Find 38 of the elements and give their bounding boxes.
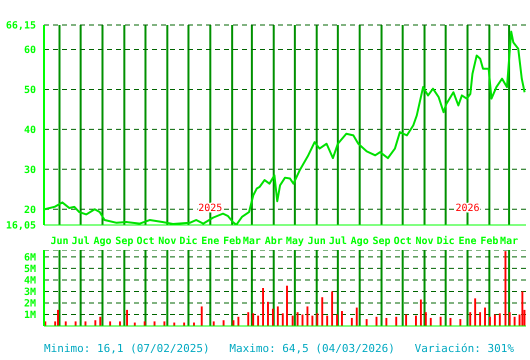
x-tick-label: Sep [372,236,391,247]
x-tick-label: Jun [308,236,326,247]
x-tick-label: Nov [415,236,434,247]
x-tick-label: Dic [436,235,455,247]
x-tick-label: May [286,236,304,247]
y-tick-label: 1M [24,310,36,322]
y-tick-label: 40 [24,124,36,136]
x-tick-label: Feb [223,236,242,247]
x-tick-label: Oct [394,236,412,247]
x-tick-label: Ene [458,236,477,247]
y-tick-label: 66,15 [6,20,36,32]
y-tick-label: 60 [24,45,36,56]
x-tick-label: Jul [72,236,90,247]
x-tick-label: Ene [201,236,220,247]
y-tick-label: 2M [24,298,36,310]
x-tick-label: Mar [500,236,518,247]
y-tick-label: 50 [24,85,36,96]
x-tick-label: Dic [179,235,198,247]
x-tick-label: Sep [115,236,134,247]
text: Variación: 301% [414,342,514,355]
y-tick-label: 4M [24,275,36,286]
x-tick-label: Oct [136,236,155,247]
x-tick-label: Ago [350,236,369,247]
text: Minimo: 16,1 (07/02/2025) [44,342,210,355]
x-tick-label: Jun [50,236,69,247]
text: Maximo: 64,5 (04/03/2026) [229,342,395,355]
x-tick-label: Nov [158,236,176,247]
x-tick-label: Ago [93,236,112,247]
x-tick-label: Feb [480,236,498,247]
y-tick-label: 16,05 [6,220,36,232]
x-tick-label: Mar [242,236,261,247]
x-tick-label: Abr [264,236,283,247]
y-tick-label: 3M [24,287,36,298]
y-tick-label: 5M [24,264,36,275]
x-tick-label: Jul [328,236,347,247]
y-tick-label: 30 [24,164,36,176]
y-tick-label: 20 [24,204,36,216]
y-tick-label: 6M [24,252,36,264]
